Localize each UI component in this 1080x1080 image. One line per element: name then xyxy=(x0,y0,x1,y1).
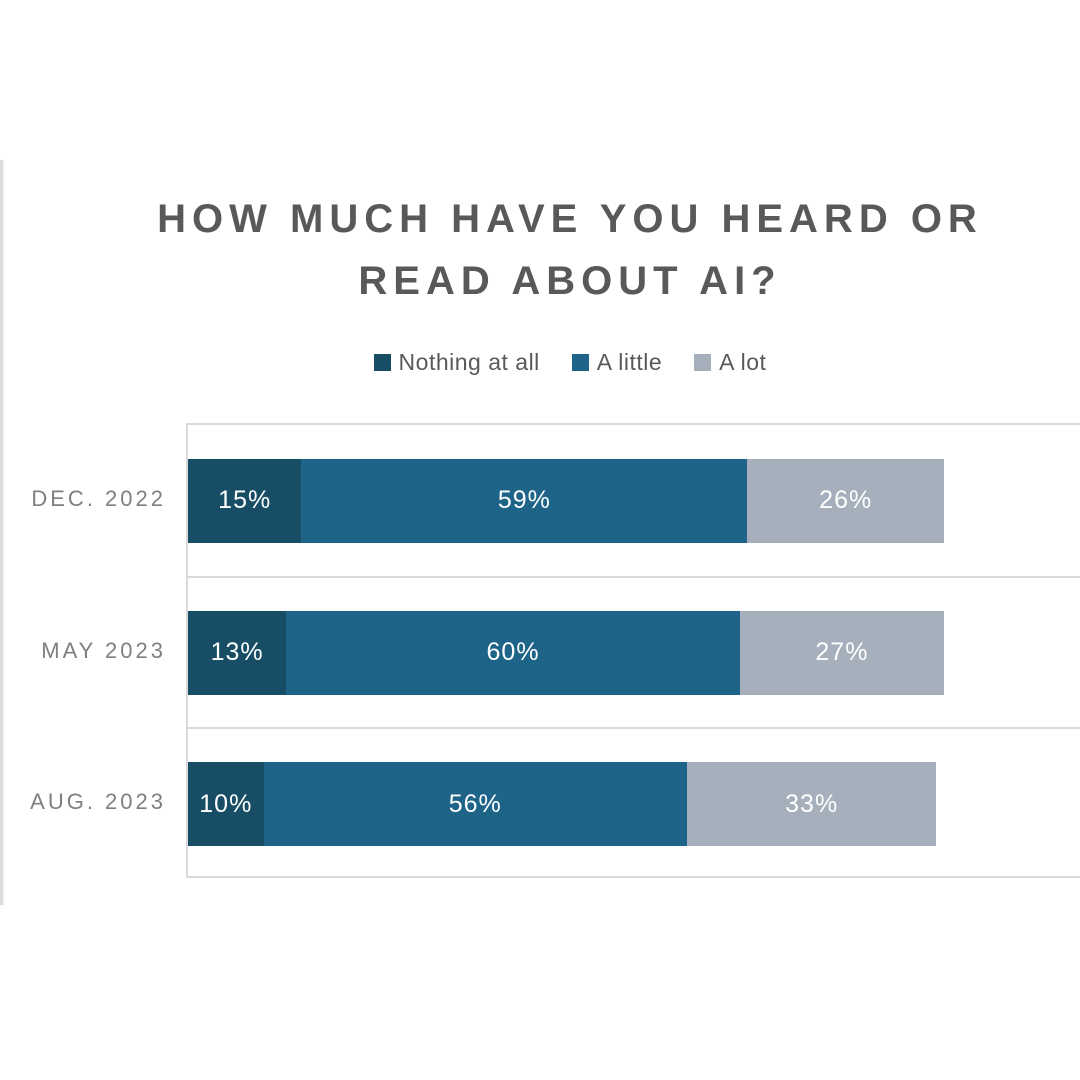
legend-swatch-icon xyxy=(373,354,391,371)
band-separator-line xyxy=(188,575,1080,578)
bar-value-label: 60% xyxy=(486,638,540,666)
bar-value-label: 10% xyxy=(199,789,253,818)
bar-value-label: 13% xyxy=(210,638,264,666)
legend-label: A lot xyxy=(719,349,767,375)
category-axis-labels: DEC. 2022 MAY 2023 AUG. 2023 xyxy=(0,423,166,878)
bar-segment: 27% xyxy=(739,610,944,695)
chart-title-line-1: HOW MUCH HAVE YOU HEARD OR xyxy=(157,197,983,241)
bar-row: 13% 60% 27% xyxy=(188,610,944,695)
category-label: DEC. 2022 xyxy=(31,486,166,511)
bar-segment: 56% xyxy=(263,762,687,847)
plot-area: 15% 59% 26% 13% 60% 27% 10% 56% 33% xyxy=(186,423,1080,878)
bar-value-label: 15% xyxy=(218,486,272,515)
band-separator-line xyxy=(188,727,1080,730)
bar-segment: 60% xyxy=(286,610,740,695)
left-edge-decoration-line xyxy=(0,160,3,905)
legend-swatch-icon xyxy=(571,354,589,371)
bar-row: 10% 56% 33% xyxy=(188,762,937,847)
legend-swatch-icon xyxy=(694,354,712,371)
legend-label: Nothing at all xyxy=(398,349,540,375)
bar-value-label: 33% xyxy=(785,789,839,818)
chart-title-line-2: READ ABOUT AI? xyxy=(358,259,782,303)
bar-segment: 15% xyxy=(188,458,302,543)
legend-label: A little xyxy=(596,349,663,375)
bar-value-label: 26% xyxy=(819,486,873,515)
bar-segment: 59% xyxy=(301,458,748,543)
bar-value-label: 59% xyxy=(497,486,551,515)
chart-title: HOW MUCH HAVE YOU HEARD OR READ ABOUT AI… xyxy=(60,188,1080,312)
bar-value-label: 56% xyxy=(448,789,502,818)
bar-segment: 13% xyxy=(188,610,287,695)
bar-row: 15% 59% 26% xyxy=(188,458,944,543)
bar-segment: 10% xyxy=(188,762,264,847)
category-label: AUG. 2023 xyxy=(30,789,166,815)
legend-item-2: A little xyxy=(571,349,663,376)
legend-item-3: A lot xyxy=(694,349,766,376)
category-label: MAY 2023 xyxy=(41,637,166,663)
bar-segment: 33% xyxy=(686,762,937,847)
bar-segment: 26% xyxy=(747,458,944,543)
bar-value-label: 27% xyxy=(815,638,869,666)
legend-item-1: Nothing at all xyxy=(373,349,540,376)
chart-legend: Nothing at all A little A lot xyxy=(60,349,1080,376)
